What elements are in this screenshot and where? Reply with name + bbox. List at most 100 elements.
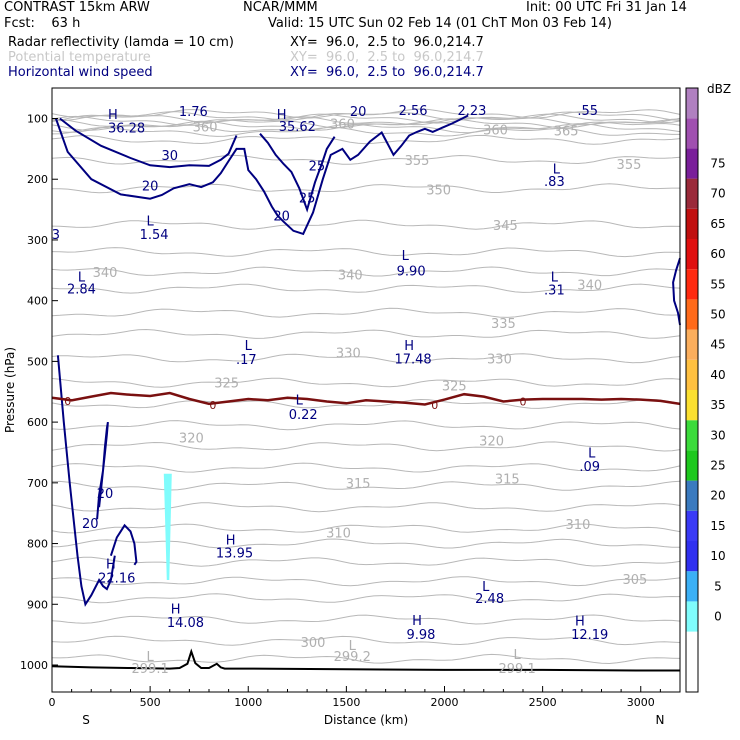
- wind-label: 2.56: [399, 104, 428, 119]
- theta-isoline: [51, 219, 681, 230]
- y-tick-label: 100: [27, 113, 48, 126]
- wind-label: H: [226, 533, 236, 548]
- theta-label: L: [147, 650, 155, 665]
- forecast-hour: Fcst: 63 h: [4, 16, 81, 31]
- theta-isoline: [51, 538, 680, 549]
- colorbar-label: 10: [710, 549, 725, 563]
- theta-label: 355: [405, 154, 430, 169]
- zero-dbz-contour: [51, 391, 681, 406]
- y-axis-title: Pressure (hPa): [3, 347, 17, 433]
- theta-label: 310: [326, 527, 351, 542]
- x-tick-label: 2000: [431, 696, 459, 709]
- theta-isoline: [51, 441, 681, 452]
- theta-label: 320: [479, 434, 504, 449]
- wind-speed-contour: [54, 114, 469, 236]
- theta-label: 299.2: [334, 650, 371, 665]
- theta-label: 305: [622, 573, 647, 588]
- wind-label: 22.16: [98, 572, 135, 587]
- colorbar-label: 35: [710, 398, 725, 412]
- y-tick-label: 300: [27, 234, 48, 247]
- theta-label: 345: [493, 219, 518, 234]
- wind-label: 20: [142, 179, 159, 194]
- theta-label: 330: [487, 352, 512, 367]
- theta-isoline: [51, 576, 681, 587]
- wind-label: 1.54: [140, 228, 169, 243]
- wind-label: 3: [52, 228, 60, 243]
- endpoint-right: N: [656, 713, 665, 727]
- colorbar-swatch: [686, 390, 698, 421]
- theta-isoline: [51, 502, 681, 513]
- colorbar-swatch: [686, 178, 698, 209]
- theta-label: 355: [617, 158, 642, 173]
- colorbar-label: 55: [710, 277, 725, 291]
- wind-label: L: [245, 339, 253, 354]
- theta-label: 325: [214, 377, 239, 392]
- colorbar-swatch: [686, 118, 698, 149]
- wind-label: 20: [97, 487, 114, 502]
- theta-isoline: [51, 523, 681, 534]
- wind-label: .83: [544, 175, 565, 190]
- zero-dbz-label: 0: [64, 395, 71, 408]
- wind-label: .17: [236, 353, 257, 368]
- theta-label: 340: [577, 278, 602, 293]
- theta-isoline: [51, 593, 681, 604]
- colorbar: dBZ 0 5 10 15 20 25 30 35 40 45 50 55 60 65 70 75: [685, 82, 731, 693]
- wind-label: H: [412, 614, 422, 629]
- colorbar-label: 65: [710, 217, 725, 231]
- theta-isoline: [51, 653, 681, 665]
- theta-isoline: [51, 283, 681, 294]
- wind-label: 17.48: [394, 352, 431, 367]
- x-tick-label: 2500: [529, 696, 557, 709]
- theta-label: 360: [193, 120, 218, 135]
- colorbar-swatch: [686, 480, 698, 511]
- y-tick-label: 200: [27, 173, 48, 186]
- wind-label: 1.76: [179, 105, 208, 120]
- theta-contours: [51, 108, 681, 665]
- wind-label: 2.48: [475, 592, 504, 607]
- zero-dbz-label: 0: [520, 395, 527, 408]
- theta-isoline: [51, 480, 681, 491]
- colorbar-swatch: [686, 661, 698, 692]
- colorbar-swatch: [686, 601, 698, 632]
- colorbar-swatch: [686, 571, 698, 602]
- theta-isoline: [51, 635, 681, 646]
- endpoint-left: S: [82, 713, 90, 727]
- colorbar-title: dBZ: [707, 82, 731, 96]
- theta-label: L: [513, 648, 521, 663]
- field-label-theta: Potential temperature: [8, 50, 151, 65]
- theta-isoline: [51, 154, 681, 165]
- colorbar-swatch: [686, 88, 698, 119]
- wind-label: H: [575, 615, 585, 630]
- wind-label: 25: [299, 191, 316, 206]
- theta-isoline: [51, 377, 681, 388]
- wind-label: .55: [577, 104, 598, 119]
- wind-label: L: [588, 446, 596, 461]
- theta-isoline: [51, 134, 681, 145]
- theta-label: 340: [93, 266, 118, 281]
- init-time: Init: 00 UTC Fri 31 Jan 14: [526, 0, 687, 15]
- wind-label: L: [402, 249, 410, 264]
- axes: 0 500 1000 1500 2000 2500 30001002003004005006…: [3, 113, 664, 728]
- x-tick-label: 0: [49, 696, 56, 709]
- theta-isoline: [52, 118, 681, 129]
- wind-label: 9.90: [397, 264, 426, 279]
- theta-isoline: [51, 247, 681, 258]
- valid-time: Valid: 15 UTC Sun 02 Feb 14 (01 ChT Mon …: [268, 16, 612, 31]
- wind-label: 30: [161, 149, 178, 164]
- theta-label: 299.1: [499, 662, 536, 677]
- wind-label: 20: [82, 517, 99, 532]
- theta-label: 340: [338, 269, 363, 284]
- field-xy-wind: XY= 96.0, 2.5 to 96.0,214.7: [290, 65, 484, 80]
- theta-isoline: [51, 462, 681, 473]
- theta-isoline: [51, 328, 681, 339]
- wind-speed-contour: [59, 117, 238, 169]
- wind-label: L: [551, 270, 559, 285]
- y-tick-label: 1000: [20, 659, 48, 672]
- y-tick-label: 900: [27, 598, 48, 611]
- colorbar-label: 50: [710, 308, 725, 322]
- colorbar-swatch: [686, 208, 698, 239]
- x-tick-label: 500: [140, 696, 161, 709]
- colorbar-label: 70: [710, 187, 725, 201]
- wind-speed-contour: [56, 355, 116, 607]
